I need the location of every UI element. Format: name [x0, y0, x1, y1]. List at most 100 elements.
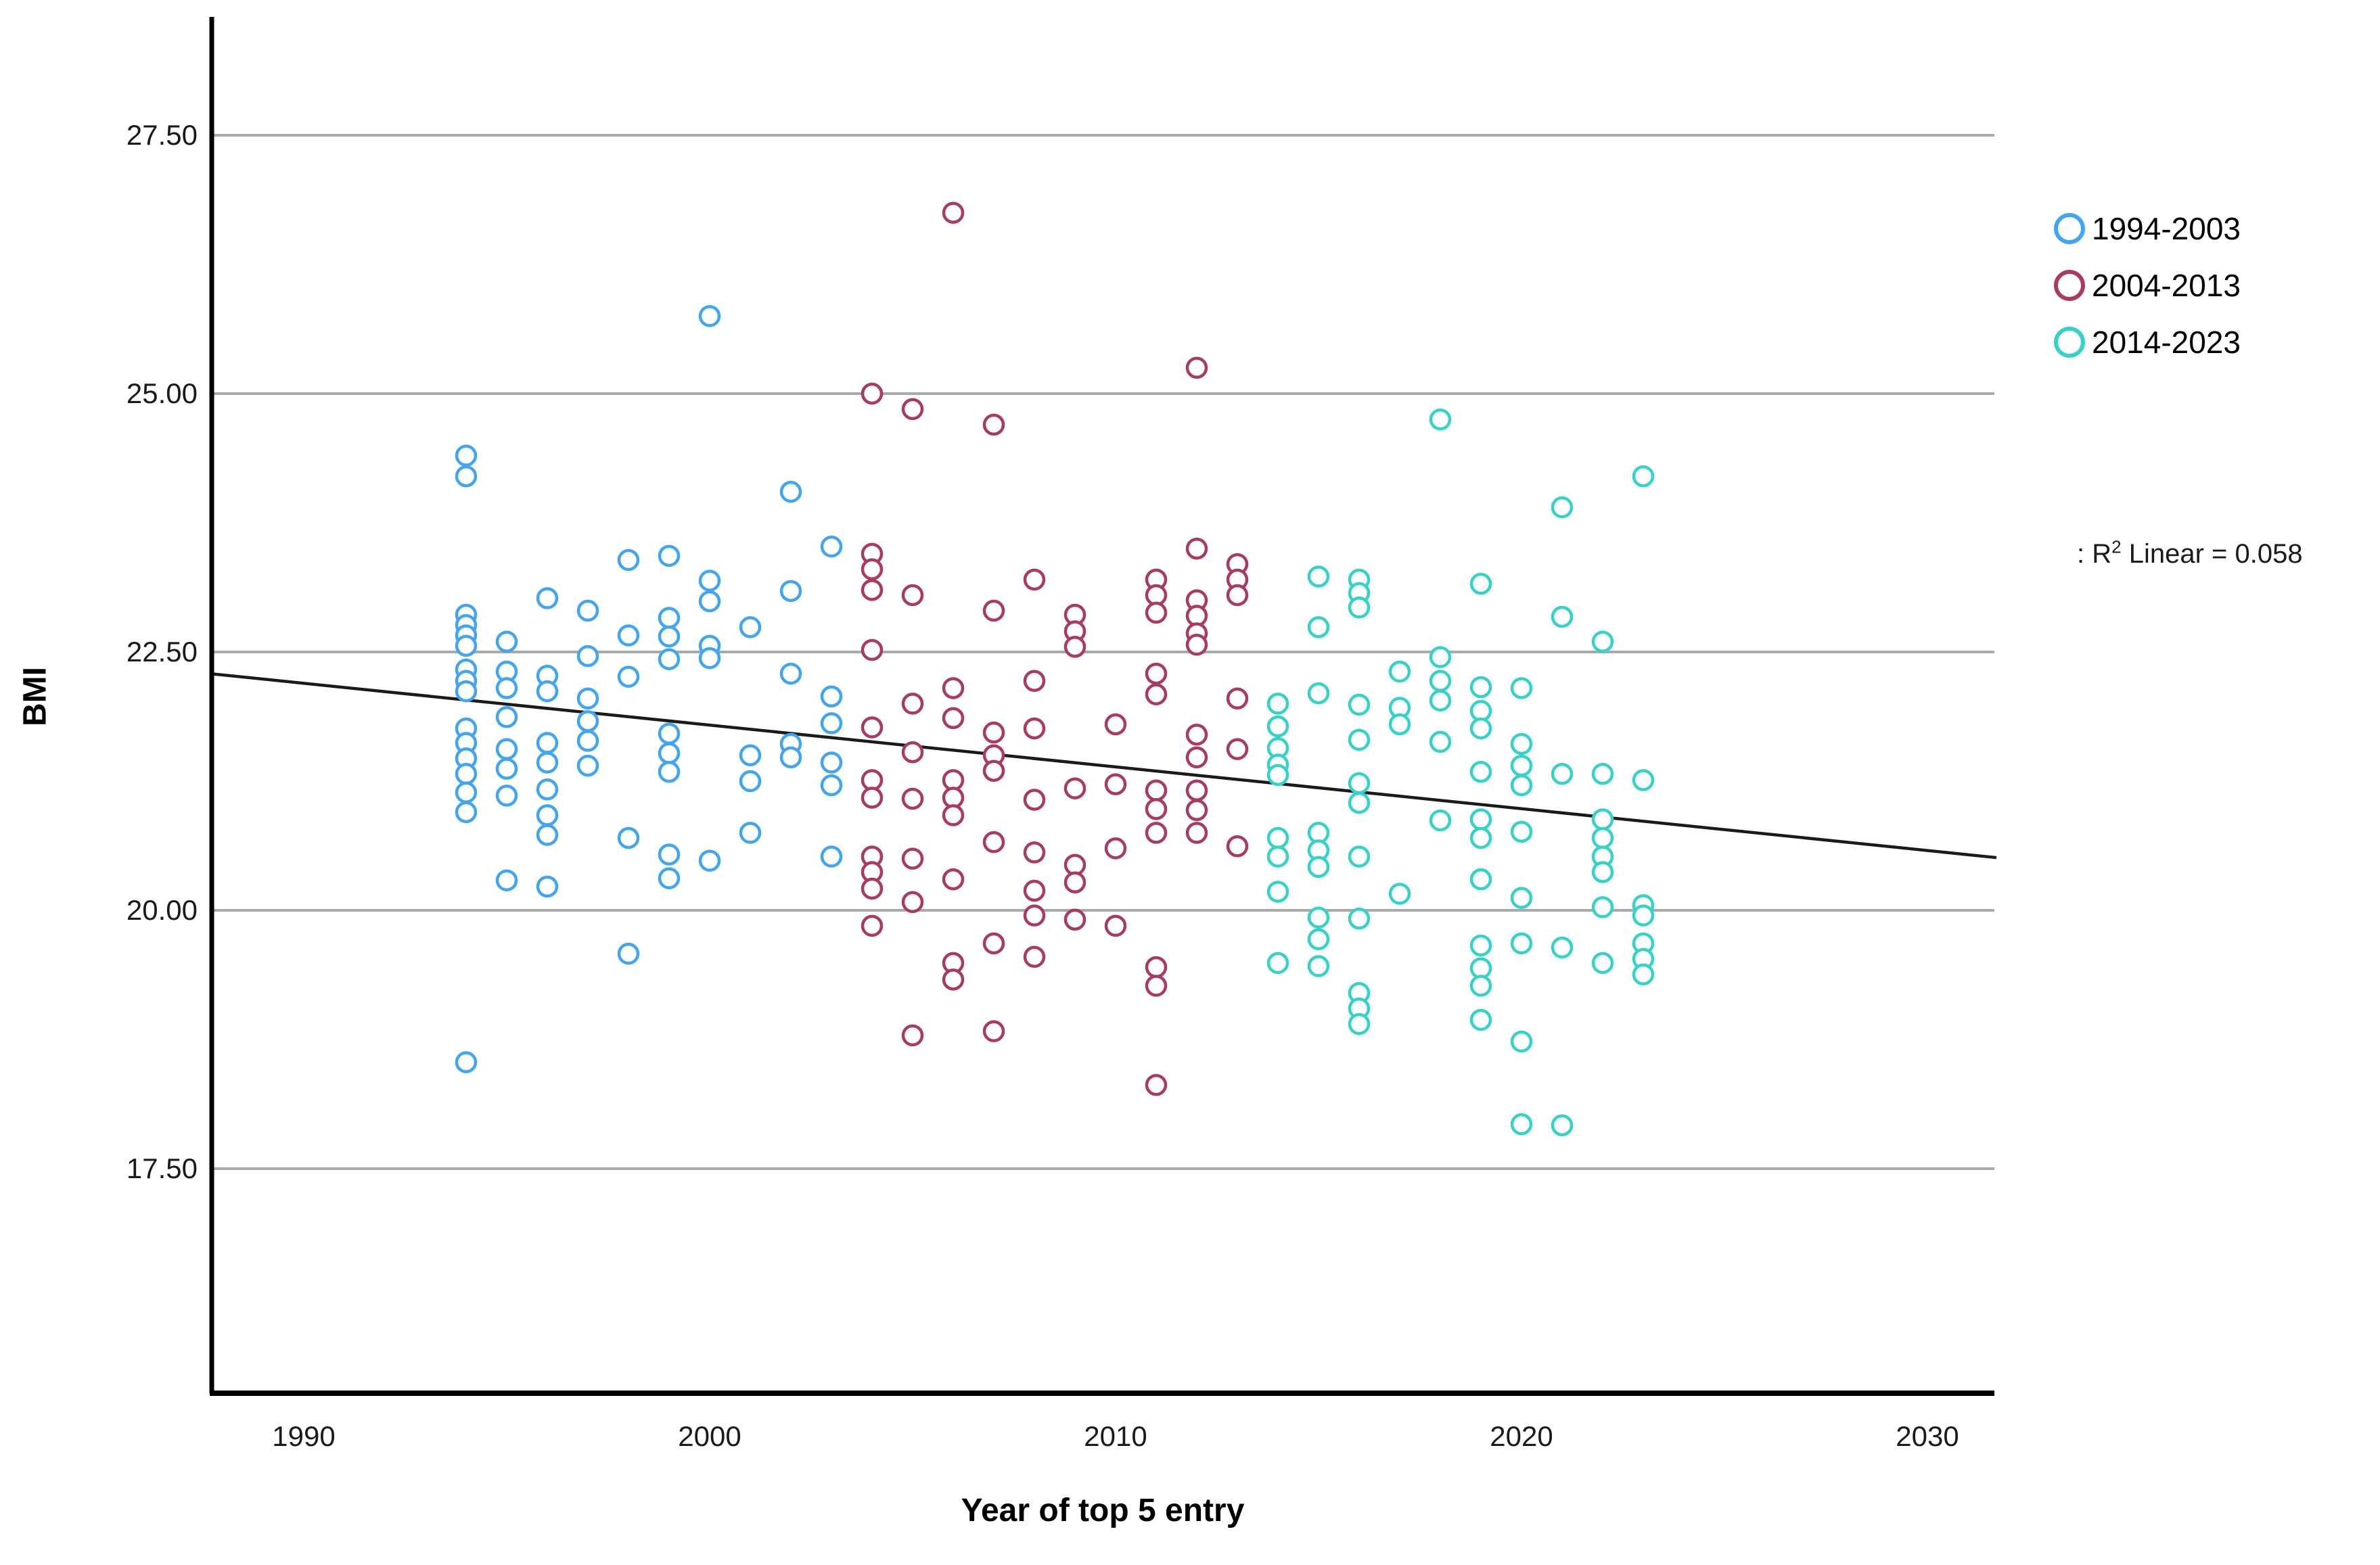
- data-point: [1591, 808, 1614, 831]
- data-point: [576, 599, 599, 622]
- legend: 1994-2003 2004-2013 2014-2023: [2054, 200, 2241, 371]
- data-point: [1185, 634, 1208, 656]
- data-point: [820, 751, 843, 774]
- data-point: [942, 202, 965, 224]
- data-point: [617, 548, 640, 571]
- data-point: [901, 847, 924, 870]
- data-point: [982, 831, 1005, 854]
- data-point: [901, 741, 924, 764]
- data-point: [861, 382, 884, 405]
- legend-item: 2004-2013: [2054, 257, 2241, 314]
- legend-swatch-circle-icon: [2054, 213, 2085, 244]
- data-point: [1469, 934, 1492, 957]
- data-point: [1307, 906, 1330, 929]
- data-point: [1510, 754, 1533, 777]
- data-point: [658, 607, 681, 629]
- data-point: [1632, 769, 1655, 791]
- y-tick-label: 27.50: [126, 119, 198, 151]
- data-point: [455, 763, 478, 785]
- legend-item: 2014-2023: [2054, 314, 2241, 371]
- data-point: [617, 665, 640, 688]
- x-tick-label: 2000: [678, 1420, 741, 1452]
- data-point: [1023, 568, 1046, 591]
- data-point: [739, 822, 762, 844]
- data-point: [861, 558, 884, 581]
- data-point: [1145, 779, 1168, 802]
- data-point: [1388, 883, 1411, 905]
- data-point: [982, 1020, 1005, 1043]
- data-point: [1510, 932, 1533, 955]
- data-point: [1266, 715, 1289, 738]
- r-squared-annotation: : R2 Linear = 0.058: [2077, 536, 2303, 569]
- data-point: [698, 647, 721, 670]
- data-point: [1104, 837, 1127, 860]
- data-point: [1510, 677, 1533, 699]
- data-point: [1429, 689, 1452, 712]
- data-point: [698, 849, 721, 872]
- data-point: [617, 826, 640, 849]
- data-point: [901, 693, 924, 715]
- data-point: [982, 599, 1005, 622]
- data-point: [1145, 798, 1168, 820]
- data-point: [1429, 670, 1452, 693]
- data-point: [861, 877, 884, 900]
- data-point: [536, 751, 559, 774]
- data-point: [698, 305, 721, 327]
- data-point: [495, 677, 518, 699]
- data-point: [1185, 822, 1208, 844]
- data-point: [1469, 1008, 1492, 1031]
- data-point: [739, 744, 762, 767]
- data-point: [1551, 605, 1574, 628]
- data-point: [820, 712, 843, 734]
- data-point: [658, 867, 681, 889]
- data-point: [1348, 693, 1371, 716]
- data-point: [1591, 861, 1614, 883]
- data-point: [1510, 820, 1533, 843]
- data-point: [1145, 975, 1168, 997]
- data-point: [1469, 975, 1492, 997]
- data-point: [455, 781, 478, 804]
- data-point: [1185, 723, 1208, 746]
- data-point: [1023, 717, 1046, 740]
- data-point: [1469, 826, 1492, 849]
- legend-item: 1994-2003: [2054, 200, 2241, 257]
- data-point: [1226, 584, 1249, 607]
- data-point: [1551, 763, 1574, 785]
- data-point: [1023, 945, 1046, 968]
- data-point: [1266, 881, 1289, 903]
- data-point: [1023, 904, 1046, 927]
- data-point: [779, 580, 802, 603]
- data-point: [901, 1024, 924, 1047]
- data-point: [901, 787, 924, 810]
- data-point: [982, 760, 1005, 782]
- data-point: [982, 413, 1005, 436]
- data-point: [1226, 687, 1249, 710]
- y-tick-label: 20.00: [126, 894, 198, 926]
- data-point: [495, 785, 518, 807]
- data-point: [1348, 791, 1371, 814]
- y-tick-label: 25.00: [126, 377, 198, 409]
- data-point: [1429, 646, 1452, 668]
- x-tick-label: 2030: [1896, 1420, 1959, 1452]
- data-point: [901, 891, 924, 914]
- data-point: [1145, 662, 1168, 685]
- data-point: [982, 721, 1005, 744]
- data-point: [658, 760, 681, 783]
- data-point: [658, 648, 681, 670]
- data-point: [1145, 956, 1168, 979]
- data-point: [536, 732, 559, 754]
- data-point: [1429, 809, 1452, 832]
- data-point: [1591, 763, 1614, 785]
- data-point: [1469, 572, 1492, 595]
- data-point: [1469, 717, 1492, 740]
- data-point: [1551, 936, 1574, 959]
- data-point: [658, 544, 681, 567]
- data-point: [536, 680, 559, 703]
- data-point: [861, 787, 884, 809]
- data-point: [1632, 465, 1655, 488]
- x-tick-label: 1990: [272, 1420, 336, 1452]
- data-point: [1591, 896, 1614, 918]
- data-point: [658, 843, 681, 866]
- legend-swatch-circle-icon: [2054, 327, 2085, 358]
